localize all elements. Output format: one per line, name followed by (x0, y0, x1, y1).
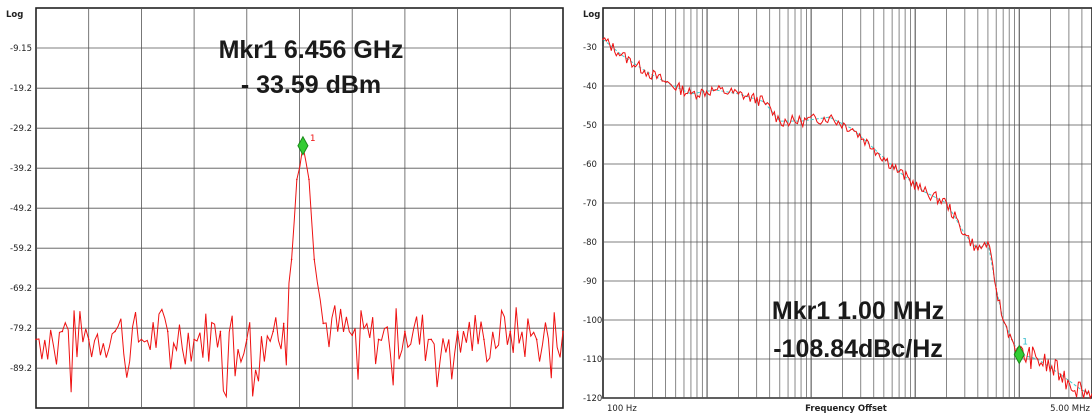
left-y-tick-label: -39.2 (10, 164, 32, 174)
right-trace-point (851, 128, 854, 130)
right-y-tick-label: -110 (583, 355, 602, 365)
right-trace-point (964, 233, 966, 235)
right-x-tick-end: 5.00 MHz (1050, 404, 1090, 414)
left-trace-point (114, 330, 116, 333)
left-trace-point (308, 178, 310, 181)
right-y-tick-label: -80 (583, 238, 597, 248)
right-trace-point (643, 69, 646, 72)
left-y-tick-label: -19.2 (10, 84, 32, 94)
right-trace-point (1036, 358, 1039, 360)
left-y-tick-label: -69.2 (10, 284, 32, 294)
left-y-tick-labels: -9.15 -19.2 -29.2 -39.2 -49.2 -59.2 -69.2 -79.2… (10, 44, 32, 374)
right-x-tick-start: 100 Hz (607, 404, 637, 414)
right-chart: -30-40-50-60-70-80-90-100-110-120 Log 1 … (583, 7, 1092, 414)
right-x-axis-label: Frequency Offset (805, 404, 887, 414)
left-trace-point (35, 338, 37, 341)
right-trace-point (987, 241, 989, 243)
left-trace-point (456, 330, 459, 333)
right-trace-point (922, 190, 925, 193)
left-trace-point (166, 330, 169, 333)
right-trace-point (872, 147, 875, 150)
left-y-tick-label: -59.2 (10, 244, 32, 254)
right-trace-point (620, 54, 623, 56)
right-y-tick-label: -90 (583, 277, 597, 287)
right-trace-point (898, 171, 900, 173)
left-trace-point (272, 330, 274, 333)
right-marker-diamond (1013, 344, 1025, 365)
right-trace-point (737, 93, 740, 95)
left-trace-point (322, 322, 325, 325)
right-trace-point (762, 100, 765, 103)
right-trace-point (977, 249, 979, 251)
right-trace-point (828, 116, 831, 118)
left-trace-point (282, 322, 285, 325)
left-trace-point (535, 338, 538, 341)
left-trace-point (219, 330, 222, 333)
left-y-tick-label: -9.15 (10, 44, 32, 54)
right-trace-point (690, 93, 692, 95)
right-y-tick-labels: -30 -40 -50 -60 -70 -80 -90 -100 -110 -120 (583, 43, 602, 404)
right-trace-point (714, 89, 717, 91)
right-marker-readout-level: -108.84dBc/Hz (773, 335, 943, 363)
left-marker-readout-level: - 33.59 dBm (241, 71, 381, 99)
left-trace-point (140, 338, 143, 341)
left-trace-point (430, 338, 433, 341)
left-chart: -9.15 -19.2 -29.2 -39.2 -49.2 -59.2 -69.2 -79.2… (6, 7, 564, 409)
left-y-tick-label: -29.2 (10, 124, 32, 134)
right-y-tick-label: -30 (583, 43, 597, 53)
left-trace-point (351, 334, 354, 337)
right-y-tick-label: -70 (583, 199, 597, 209)
right-y-tick-label: -100 (583, 316, 602, 326)
right-trace-point (779, 120, 781, 122)
left-trace-point (87, 338, 90, 341)
left-trace-point (483, 338, 485, 341)
right-trace-point (1059, 373, 1062, 376)
left-trace-point (377, 338, 380, 341)
left-trace-points (35, 144, 564, 341)
right-y-tick-label: -120 (583, 394, 602, 404)
left-trace-point (290, 258, 293, 261)
left-y-tick-label: -89.2 (10, 364, 32, 374)
right-marker-readout-frequency: Mkr1 1.00 MHz (772, 297, 944, 325)
left-marker-number: 1 (310, 134, 316, 144)
left-marker-readout-frequency: Mkr1 6.456 GHz (219, 36, 404, 64)
right-marker-number: 1 (1022, 337, 1028, 347)
right-y-tick-label: -40 (583, 82, 597, 92)
left-scale-label: Log (6, 10, 23, 20)
left-trace-point (193, 338, 195, 341)
right-trace-line (602, 37, 1092, 400)
right-y-tick-label: -50 (583, 121, 597, 131)
right-scale-label: Log (583, 10, 600, 20)
left-y-tick-label: -79.2 (10, 324, 32, 334)
right-trace-point (1002, 319, 1004, 321)
left-trace-point (313, 258, 316, 261)
left-trace-point (246, 338, 248, 341)
right-y-tick-label: -60 (583, 160, 597, 170)
left-trace-line (35, 145, 564, 399)
left-trace-point (296, 178, 298, 181)
left-trace-point (61, 330, 64, 333)
left-trace-point (562, 330, 564, 333)
left-marker-diamond (297, 135, 309, 156)
right-trace-point (602, 38, 604, 40)
right-trace-point (1081, 389, 1083, 392)
right-trace-point (1011, 338, 1013, 341)
left-trace-point (509, 330, 512, 333)
left-y-tick-label: -49.2 (10, 204, 32, 214)
right-trace-point (945, 202, 948, 204)
left-trace-point (404, 330, 406, 333)
right-trace-point (995, 288, 997, 290)
right-trace-point (800, 120, 802, 122)
right-trace-point (664, 81, 667, 83)
